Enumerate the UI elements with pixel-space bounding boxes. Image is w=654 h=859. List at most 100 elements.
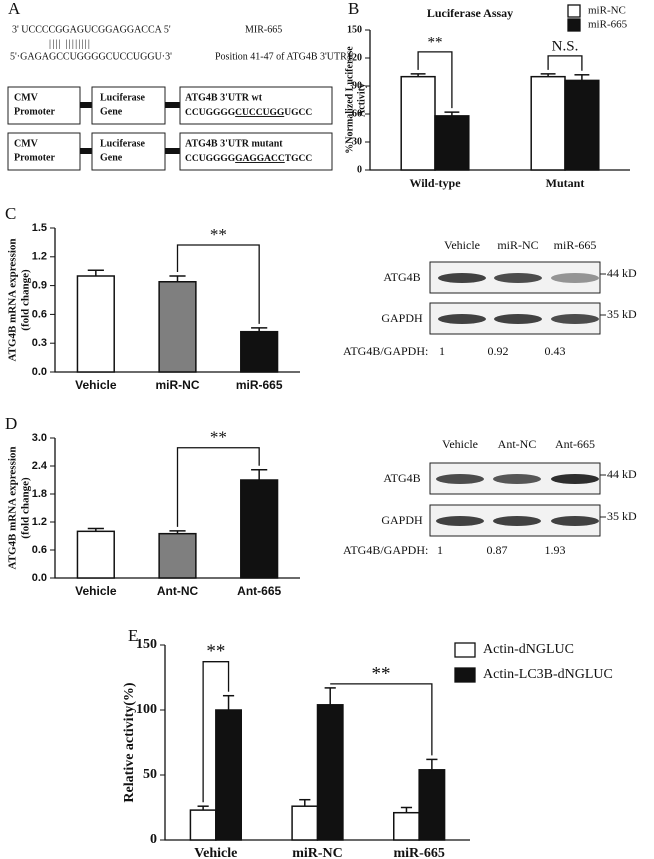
construct-boxes (7, 86, 333, 171)
ratio: 1 (437, 543, 443, 557)
y-tick-label: 1.2 (32, 251, 47, 263)
target-seq: 5'·GAGAGCCUGGGGCUCCUGGU·3' (10, 51, 172, 62)
lane-label: miR-665 (554, 238, 597, 252)
panel-label: A (8, 0, 21, 18)
legend-label: Actin-LC3B-dNGLUC (483, 667, 613, 682)
lane-label: miR-NC (497, 238, 538, 252)
significance-label: ** (206, 641, 225, 662)
seq-part: CCUGGGG (185, 154, 236, 164)
connector (80, 148, 92, 154)
mirna-name: MIR-665 (245, 24, 282, 35)
band (436, 516, 484, 526)
lane-label: Ant-NC (498, 437, 537, 451)
bar (76, 275, 115, 373)
legend-swatch (567, 18, 581, 32)
y-axis-label: ATG4B mRNA expression (7, 446, 19, 569)
band (494, 273, 542, 283)
bar (400, 75, 436, 171)
y-axis-label: Activity (356, 83, 367, 117)
mirna-seq: 3' UCCCCGGAGUCGGAGGACCA 5' (12, 24, 171, 35)
ratio: 0.92 (488, 344, 509, 358)
bar (240, 479, 279, 579)
x-tick-label: miR-665 (394, 846, 445, 859)
bar (291, 805, 319, 841)
y-tick-label: 0 (150, 832, 157, 847)
y-tick-label: 0.3 (32, 337, 47, 349)
promoter-label: CMV (14, 92, 39, 103)
promoter-label: CMV (14, 138, 39, 149)
utr-label: ATG4B 3'UTR mutant (185, 138, 283, 149)
x-tick-label: Mutant (546, 176, 585, 190)
legend-swatch (454, 667, 476, 683)
bar (530, 75, 566, 171)
band (551, 314, 599, 324)
legend-label: Actin-dNGLUC (483, 642, 574, 657)
bar (189, 809, 217, 841)
significance-bracket (417, 51, 453, 109)
y-axis-label: (fold change) (20, 477, 32, 539)
seed-site: CUCCUGG (235, 108, 285, 118)
legend-label: miR-665 (588, 19, 628, 31)
lane-label: Ant-665 (555, 437, 595, 451)
promoter-label: Promoter (14, 106, 55, 117)
significance-label: ** (372, 663, 391, 684)
legend-swatch (567, 4, 581, 18)
y-axis-label: Relative activity(%) (122, 682, 137, 802)
significance-label: ** (210, 225, 227, 244)
x-tick-label: Vehicle (194, 846, 237, 859)
x-tick-label: Ant-NC (157, 584, 199, 598)
band (551, 273, 599, 283)
seq-part: UGCC (284, 108, 312, 118)
bar (158, 532, 197, 579)
band (551, 474, 599, 484)
significance-label: ** (210, 428, 227, 447)
bar (316, 704, 344, 841)
gene-label: Luciferase (100, 138, 146, 149)
ratio: 1.93 (545, 543, 566, 557)
bar (434, 115, 470, 171)
promoter-label: Promoter (14, 152, 55, 163)
significance-bracket (547, 55, 583, 71)
row-label: ATG4B (383, 471, 420, 485)
connector (80, 102, 92, 108)
seq-part: TGCC (285, 154, 313, 164)
ratio: 0.87 (487, 543, 508, 557)
utr-seq: CCUGGGGGAGGACCTGCC (185, 154, 312, 164)
x-tick-label: Vehicle (75, 584, 117, 598)
promoter-box (7, 132, 81, 171)
y-tick-label: 0.6 (32, 544, 47, 556)
panel-label: D (5, 414, 17, 433)
gene-label: Luciferase (100, 92, 146, 103)
marker: 35 kD (607, 307, 637, 321)
band (493, 516, 541, 526)
utr-seq: CCUGGGGCUCCUGGUGCC (185, 108, 312, 118)
legend-label: miR-NC (588, 5, 626, 17)
y-tick-label: 0.0 (32, 366, 47, 378)
x-tick-label: Ant-665 (237, 584, 281, 598)
significance-bracket (202, 661, 230, 803)
significance-label: N.S. (552, 38, 579, 54)
x-tick-label: miR-665 (236, 378, 283, 392)
gene-label: Gene (100, 106, 123, 117)
seed-site: GAGGACC (235, 154, 285, 164)
y-tick-label: 1.5 (32, 222, 47, 234)
y-tick-label: 60 (352, 108, 362, 119)
utr-box (179, 86, 333, 125)
significance-bracket (176, 447, 260, 527)
band (438, 273, 486, 283)
promoter-box (7, 86, 81, 125)
bar (215, 709, 242, 841)
y-tick-label: 0 (357, 164, 362, 175)
y-tick-label: 0.0 (32, 572, 47, 584)
panel-label: B (348, 0, 359, 18)
lane-label: Vehicle (444, 238, 480, 252)
y-tick-label: 120 (347, 52, 362, 63)
y-axis-label: ATG4B mRNA expression (7, 238, 19, 361)
bar (240, 330, 279, 373)
y-tick-label: 30 (352, 136, 362, 147)
row-label: GAPDH (381, 513, 423, 527)
pairing: |||| |||||||| (49, 38, 91, 49)
legend-swatch (454, 642, 476, 658)
ratio: 0.43 (545, 344, 566, 358)
bar (393, 811, 420, 841)
